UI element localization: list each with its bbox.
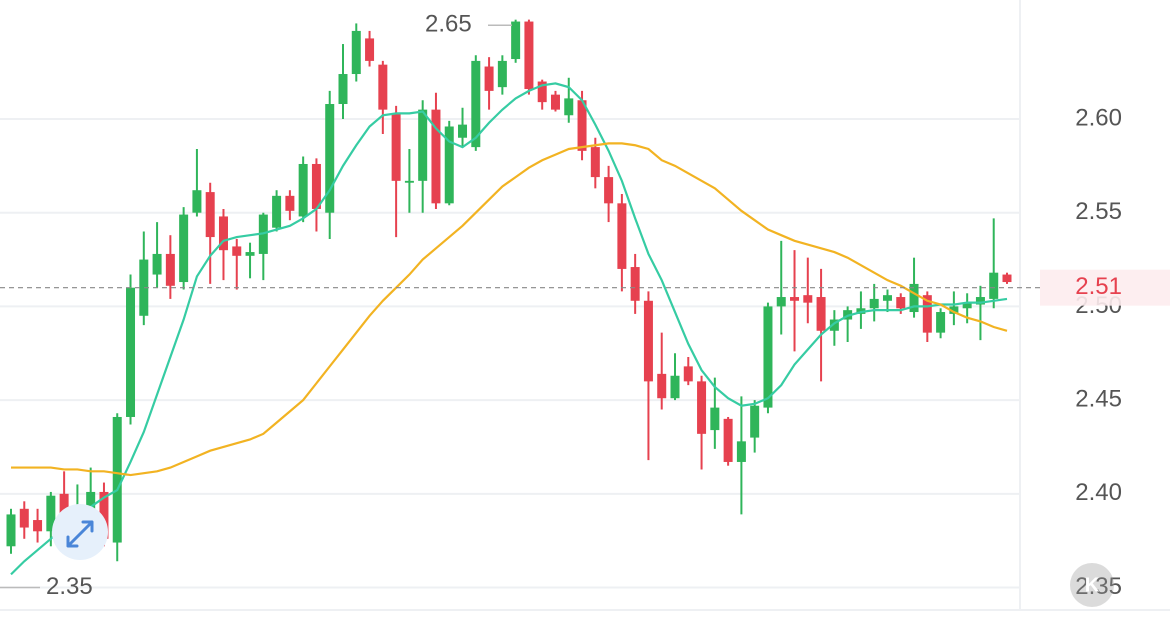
candle-body [484,66,494,91]
last-price-label: 2.51 [1075,273,1122,300]
candle-body [577,100,587,151]
candle-body [6,514,16,547]
expand-icon[interactable] [52,504,108,560]
candle-body [232,246,242,256]
candle-body [763,306,773,408]
candle-body [736,441,746,462]
candle-body [975,297,985,305]
candle-body [298,163,308,217]
candle-body [1002,274,1012,283]
y-tick-label: 2.35 [1075,573,1122,600]
moving-average-line [11,142,1008,477]
candle-body [829,319,839,331]
y-tick-label: 2.45 [1075,385,1122,412]
candle-body [245,252,255,256]
candle-body [922,295,932,333]
candle-body [179,214,189,283]
candle-body [524,21,534,90]
candle-body [989,272,999,299]
candle-body [311,163,321,209]
svg-text:K: K [1085,574,1100,596]
y-tick-label: 2.40 [1075,479,1122,506]
candle-body [418,109,428,181]
last-price-box [1040,269,1170,306]
candle-body [723,418,733,462]
candle-body [643,300,653,382]
candle-body [697,381,707,434]
candle-body [790,297,800,301]
marks [6,19,1012,576]
candle-body [936,312,946,333]
candle-body [604,177,614,204]
candle-body [46,495,56,532]
candle-body [670,375,680,399]
candle-body [139,259,149,316]
candle-body [152,253,162,275]
candle-body [444,126,454,204]
candle-body [750,405,760,438]
candle-body [497,60,507,88]
y-tick-label: 2.55 [1075,198,1122,225]
candle-body [112,416,122,543]
candle-body [218,216,228,251]
candle-body [657,373,667,399]
candle-body [205,192,215,238]
y-tick-label: 2.60 [1075,104,1122,131]
candle-body [458,124,468,138]
candle-body [431,109,441,204]
candle-body [511,21,521,60]
candle-body [365,38,375,61]
candle-body [165,253,175,286]
candle-body [896,297,906,309]
candle-body [86,491,96,509]
candle-body [351,30,361,75]
candle-body [710,407,720,431]
candle-body [949,306,959,314]
candle-body [272,195,282,228]
candle-body [192,190,202,213]
candle-body [869,298,879,309]
candle-body [617,203,627,269]
candle-body [391,113,401,181]
candle-body [564,98,574,116]
candle-body [285,195,295,211]
candle-body [338,74,348,105]
candle-body [816,297,826,331]
candle-body [99,491,109,539]
candle-body [550,94,560,110]
candle-body [59,493,69,521]
low-label: 2.35 [46,573,93,600]
candle-body [803,295,813,303]
candle-body [404,180,414,183]
candle-body [962,302,972,309]
candle-body [325,104,335,213]
candle-body [776,297,786,307]
candle-body [590,147,600,178]
overlay: 2.65 2.35 2.51 [0,11,1170,600]
candle-body [537,81,547,103]
high-label: 2.65 [425,11,472,38]
candle-body [882,295,892,301]
candle-body [683,366,693,382]
candle-body [33,520,43,532]
candle-body [378,64,388,110]
moving-average-line [10,82,1008,576]
candle-body [126,287,136,417]
candle-body [19,508,29,528]
candle-body [909,283,919,313]
watermark: K [1070,563,1114,607]
candle-body [471,60,481,148]
candle-body [630,267,640,301]
